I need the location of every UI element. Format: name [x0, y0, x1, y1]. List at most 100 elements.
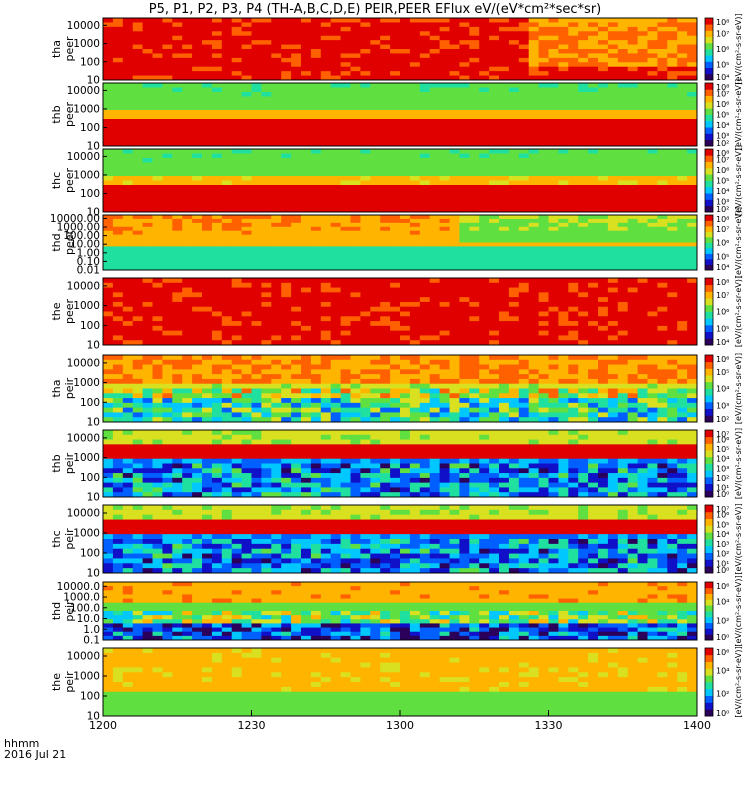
heatmap-cell — [419, 246, 431, 251]
heatmap-cell — [429, 44, 440, 50]
heatmap-cell — [400, 119, 411, 124]
heatmap-cell — [538, 207, 549, 213]
heatmap-cell — [301, 105, 312, 111]
heatmap-cell — [578, 180, 589, 186]
heatmap-cell — [499, 44, 510, 50]
heatmap-cell — [647, 330, 658, 336]
heatmap-cell — [548, 359, 559, 365]
heatmap-cell — [241, 198, 252, 204]
heatmap-cell — [647, 266, 658, 271]
heatmap-cell — [508, 141, 520, 147]
heatmap-cell — [637, 96, 648, 102]
heatmap-cell — [677, 234, 688, 239]
heatmap-cell — [251, 383, 262, 389]
heatmap-cell — [598, 71, 609, 76]
heatmap-cell — [647, 378, 658, 385]
heatmap-cell — [172, 62, 183, 68]
heatmap-cell — [132, 185, 143, 190]
heatmap-cell — [261, 218, 272, 224]
heatmap-cell — [558, 22, 569, 28]
heatmap-cell — [261, 355, 272, 361]
heatmap-cell — [687, 393, 698, 399]
heatmap-cell — [548, 234, 559, 239]
heatmap-cell — [429, 250, 440, 255]
heatmap-cell — [627, 359, 638, 365]
heatmap-cell — [310, 137, 322, 142]
heatmap-cell — [578, 44, 589, 50]
heatmap-cell — [598, 176, 609, 181]
heatmap-cell — [291, 234, 302, 239]
heatmap-cell — [667, 335, 678, 341]
heatmap-cell — [538, 364, 549, 370]
heatmap-cell — [261, 149, 272, 154]
heatmap-cell — [588, 306, 599, 312]
heatmap-cell — [489, 128, 500, 133]
heatmap-cell — [578, 218, 589, 224]
heatmap-cell — [370, 234, 381, 239]
heatmap-cell — [142, 246, 153, 251]
heatmap-cell — [548, 92, 559, 97]
heatmap-cell — [103, 278, 114, 284]
heatmap-cell — [558, 75, 569, 81]
heatmap-cell — [568, 123, 579, 129]
heatmap-cell — [172, 398, 183, 404]
heatmap-cell — [429, 393, 440, 399]
heatmap-cell — [370, 207, 381, 213]
heatmap-cell — [409, 119, 421, 124]
heatmap-cell — [211, 35, 223, 41]
heatmap-cell — [677, 53, 688, 59]
colorbar-tick-label: 10⁵ — [716, 252, 729, 261]
heatmap-cell — [112, 325, 124, 332]
heatmap-cell — [281, 242, 292, 247]
heatmap-cell — [360, 287, 371, 293]
heatmap-cell — [142, 215, 153, 220]
heatmap-cell — [142, 40, 153, 45]
heatmap-cell — [657, 53, 668, 59]
heatmap-cell — [489, 226, 500, 232]
heatmap-cell — [122, 258, 134, 263]
heatmap-cell — [568, 26, 579, 32]
heatmap-cell — [607, 49, 619, 54]
heatmap-cell — [251, 141, 262, 147]
heatmap-cell — [568, 278, 579, 284]
heatmap-cell — [657, 238, 668, 243]
heatmap-cell — [627, 335, 638, 341]
heatmap-cell — [677, 123, 688, 129]
heatmap-cell — [588, 238, 599, 243]
heatmap-cell — [568, 128, 579, 133]
heatmap-cell — [429, 316, 440, 322]
heatmap-cell — [390, 254, 401, 259]
heatmap-cell — [568, 364, 579, 370]
heatmap-cell — [657, 311, 668, 317]
heatmap-cell — [578, 254, 589, 259]
heatmap-cell — [489, 194, 500, 199]
heatmap-cell — [439, 378, 450, 385]
heatmap-cell — [499, 215, 510, 220]
heatmap-cell — [231, 246, 242, 251]
heatmap-cell — [508, 87, 520, 93]
heatmap-cell — [588, 71, 599, 76]
heatmap-cell — [647, 185, 658, 190]
heatmap-cell — [360, 262, 371, 267]
heatmap-cell — [310, 22, 322, 28]
heatmap-cell — [142, 316, 153, 322]
heatmap-cell — [261, 87, 272, 93]
heatmap-cell — [360, 49, 371, 54]
heatmap-cell — [251, 282, 262, 288]
heatmap-cell — [667, 364, 678, 370]
heatmap-cell — [677, 141, 688, 147]
heatmap-cell — [310, 282, 322, 288]
heatmap-cell — [459, 335, 470, 341]
heatmap-cell — [132, 198, 143, 204]
y-tick-label: 10.00 — [70, 239, 100, 251]
heatmap-cell — [172, 207, 183, 213]
heatmap-cell — [231, 119, 242, 124]
heatmap-cell — [152, 242, 163, 247]
heatmap-cell — [241, 230, 252, 236]
heatmap-cell — [429, 266, 440, 271]
heatmap-cell — [409, 49, 421, 54]
heatmap-cell — [439, 330, 450, 336]
heatmap-cell — [281, 132, 292, 138]
heatmap-cell — [380, 321, 391, 327]
heatmap-cell — [360, 238, 371, 243]
